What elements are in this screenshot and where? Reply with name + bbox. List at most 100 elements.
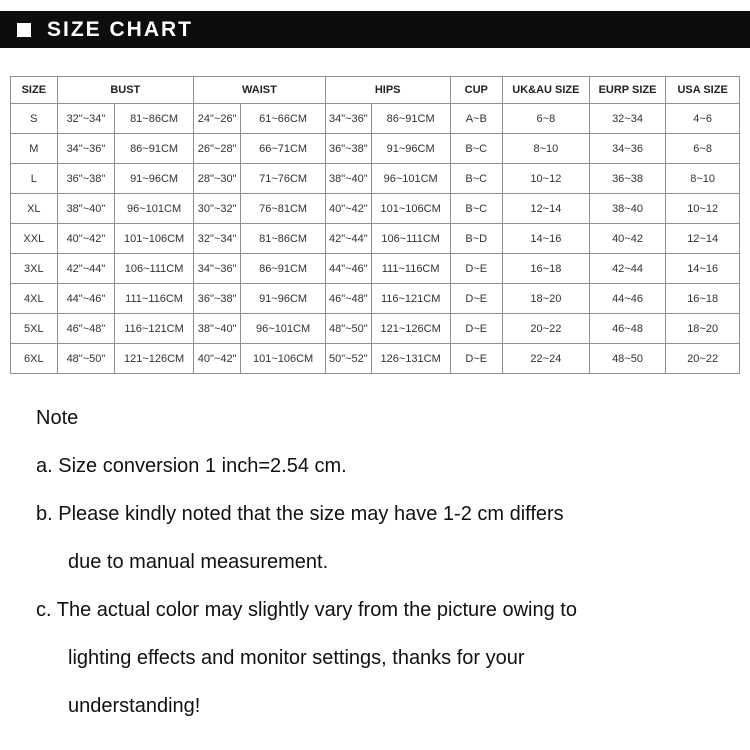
table-row: L 36"~38" 91~96CM 28"~30" 71~76CM 38"~40" 96~1…: [10, 163, 740, 194]
column-header: USA SIZE: [665, 76, 740, 104]
table-row: XXL 40"~42" 101~106CM 32"~34" 81~86CM 42"~44"…: [10, 223, 740, 254]
table-cell: 66~71CM: [240, 133, 326, 164]
table-cell: 32"~34": [56, 103, 116, 134]
column-header: BUST: [56, 76, 194, 104]
table-cell: S: [10, 103, 58, 134]
table-cell: 32"~34": [192, 223, 242, 254]
column-header: WAIST: [192, 76, 326, 104]
column-header: HIPS: [324, 76, 451, 104]
table-cell: 116~121CM: [114, 313, 194, 344]
table-cell: 121~126CM: [370, 313, 451, 344]
table-cell: 26"~28": [192, 133, 242, 164]
table-cell: 44~46: [588, 283, 667, 314]
table-cell: 81~86CM: [114, 103, 194, 134]
table-cell: 44"~46": [56, 283, 116, 314]
table-cell: D~E: [449, 283, 504, 314]
table-cell: A~B: [449, 103, 504, 134]
table-cell: 48"~50": [56, 343, 116, 374]
table-cell: 20~22: [502, 313, 590, 344]
note-line: b. Please kindly noted that the size may…: [36, 503, 564, 525]
table-cell: L: [10, 163, 58, 194]
table-row: 4XL 44"~46" 111~116CM 36"~38" 91~96CM 46"~48"…: [10, 283, 740, 314]
table-cell: 101~106CM: [114, 223, 194, 254]
column-header: UK&AU SIZE: [502, 76, 590, 104]
table-cell: 34~36: [588, 133, 667, 164]
note-line: lighting effects and monitor settings, t…: [68, 647, 525, 669]
table-cell: 86~91CM: [114, 133, 194, 164]
table-cell: 20~22: [665, 343, 740, 374]
table-cell: 42~44: [588, 253, 667, 284]
table-cell: 12~14: [665, 223, 740, 254]
table-cell: 126~131CM: [370, 343, 451, 374]
table-cell: XL: [10, 193, 58, 224]
table-cell: 4XL: [10, 283, 58, 314]
note-line: c. The actual color may slightly vary fr…: [36, 599, 577, 621]
table-cell: 14~16: [502, 223, 590, 254]
notes-list: a. Size conversion 1 inch=2.54 cm. b. Ple…: [36, 442, 742, 730]
table-cell: 96~101CM: [114, 193, 194, 224]
table-cell: XXL: [10, 223, 58, 254]
table-cell: 91~96CM: [240, 283, 326, 314]
table-cell: D~E: [449, 253, 504, 284]
table-cell: 36"~38": [324, 133, 372, 164]
notes-section: Note a. Size conversion 1 inch=2.54 cm. b…: [36, 394, 742, 730]
size-table-head: SIZE BUST WAIST HIPS CUP UK&AU SIZE EURP SIZE U…: [10, 76, 740, 104]
table-cell: 40"~42": [324, 193, 372, 224]
table-cell: 76~81CM: [240, 193, 326, 224]
note-line: understanding!: [68, 695, 201, 717]
table-cell: B~C: [449, 163, 504, 194]
table-cell: 40~42: [588, 223, 667, 254]
table-cell: 111~116CM: [114, 283, 194, 314]
notes-title: Note: [36, 407, 79, 429]
table-cell: 40"~42": [192, 343, 242, 374]
table-cell: 10~12: [502, 163, 590, 194]
table-row: S 32"~34" 81~86CM 24"~26" 61~66CM 34"~36" 86~9…: [10, 103, 740, 134]
size-table-body: S 32"~34" 81~86CM 24"~26" 61~66CM 34"~36" 86~9…: [10, 103, 740, 374]
table-cell: 42"~44": [56, 253, 116, 284]
table-cell: 38"~40": [324, 163, 372, 194]
size-chart-header-bar: SIZE CHART: [0, 11, 750, 48]
table-cell: 34"~36": [56, 133, 116, 164]
column-header: SIZE: [10, 76, 58, 104]
table-cell: 8~10: [665, 163, 740, 194]
table-cell: 38~40: [588, 193, 667, 224]
table-cell: 4~6: [665, 103, 740, 134]
header-row: SIZE BUST WAIST HIPS CUP UK&AU SIZE EURP SIZE U…: [10, 76, 740, 104]
table-cell: 91~96CM: [114, 163, 194, 194]
table-cell: 46~48: [588, 313, 667, 344]
table-row: 6XL 48"~50" 121~126CM 40"~42" 101~106CM 50"~5…: [10, 343, 740, 374]
table-cell: D~E: [449, 343, 504, 374]
table-cell: 3XL: [10, 253, 58, 284]
table-cell: 91~96CM: [370, 133, 451, 164]
note-line: due to manual measurement.: [68, 551, 329, 573]
table-cell: 18~20: [502, 283, 590, 314]
table-cell: 28"~30": [192, 163, 242, 194]
table-cell: 24"~26": [192, 103, 242, 134]
table-cell: 48~50: [588, 343, 667, 374]
table-cell: 40"~42": [56, 223, 116, 254]
table-cell: D~E: [449, 313, 504, 344]
table-cell: 81~86CM: [240, 223, 326, 254]
table-cell: 22~24: [502, 343, 590, 374]
table-cell: 18~20: [665, 313, 740, 344]
table-cell: 48"~50": [324, 313, 372, 344]
table-cell: 71~76CM: [240, 163, 326, 194]
page-title: SIZE CHART: [47, 17, 193, 41]
table-cell: 32~34: [588, 103, 667, 134]
note-line: a. Size conversion 1 inch=2.54 cm.: [36, 455, 347, 477]
table-cell: 96~101CM: [370, 163, 451, 194]
table-cell: 42"~44": [324, 223, 372, 254]
table-cell: 6~8: [665, 133, 740, 164]
table-cell: 61~66CM: [240, 103, 326, 134]
table-cell: M: [10, 133, 58, 164]
table-cell: 10~12: [665, 193, 740, 224]
table-cell: 36~38: [588, 163, 667, 194]
table-cell: 34"~36": [324, 103, 372, 134]
table-cell: 34"~36": [192, 253, 242, 284]
table-cell: 38"~40": [56, 193, 116, 224]
table-cell: 30"~32": [192, 193, 242, 224]
table-cell: 121~126CM: [114, 343, 194, 374]
table-cell: 101~106CM: [240, 343, 326, 374]
table-cell: 116~121CM: [370, 283, 451, 314]
table-cell: 111~116CM: [370, 253, 451, 284]
